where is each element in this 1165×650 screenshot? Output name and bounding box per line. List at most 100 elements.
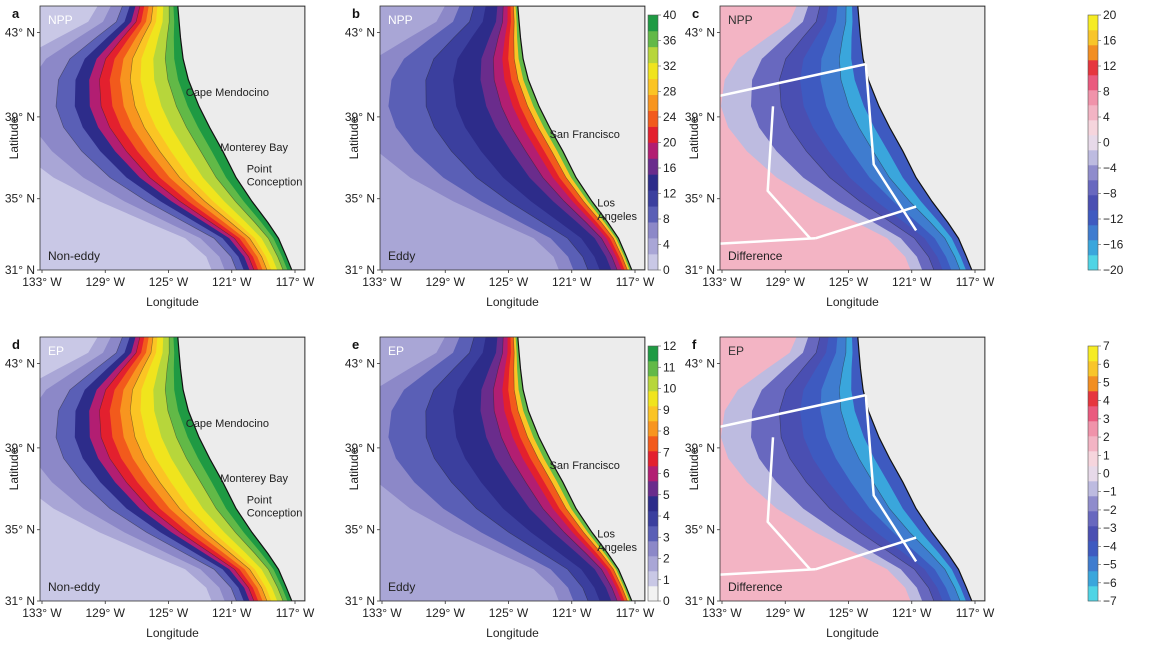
colorbar-swatch <box>1088 195 1098 211</box>
colorbar-swatch <box>1088 511 1098 527</box>
map-panel-d: d EP Non-eddy Cape Mendocino Monterey Bay Poi… <box>5 336 315 640</box>
y-axis-label: Latitude <box>687 447 701 490</box>
colorbar-swatch <box>648 481 658 497</box>
colorbar-swatch <box>648 62 658 80</box>
colorbar-tick-label: 5 <box>1103 375 1110 389</box>
lon-tick-label: 121° W <box>212 275 252 289</box>
colorbar-tick-label: 0 <box>663 594 670 608</box>
colorbar-tick-label: 4 <box>1103 394 1110 408</box>
colorbar-swatch <box>1088 391 1098 407</box>
colorbar-swatch <box>648 254 658 271</box>
colorbar-tick-label: 5 <box>663 488 670 502</box>
lon-tick-label: 129° W <box>86 275 126 289</box>
lon-tick-label: 133° W <box>362 606 402 620</box>
panel-letter: b <box>352 6 360 21</box>
colorbar-tick-label: 12 <box>1103 59 1117 73</box>
condition-label: Difference <box>728 249 783 263</box>
place-label: Point <box>247 494 272 506</box>
lat-tick-label: 39° N <box>345 441 375 455</box>
colorbar-tick-label: 0 <box>663 263 670 277</box>
colorbar-swatch <box>648 391 658 407</box>
lat-tick-label: 39° N <box>5 110 35 124</box>
lon-tick-label: 133° W <box>702 275 742 289</box>
colorbar-swatch <box>1088 225 1098 241</box>
colorbar-tick-label: −12 <box>1103 212 1124 226</box>
lon-tick-label: 129° W <box>426 606 466 620</box>
place-label: Monterey Bay <box>220 473 288 485</box>
colorbar-swatch <box>1088 556 1098 572</box>
colorbar-swatch <box>648 126 658 143</box>
colorbar-tick-label: 20 <box>1103 8 1117 22</box>
lon-tick-label: 125° W <box>149 275 189 289</box>
place-label: San Francisco <box>550 460 620 472</box>
colorbar-tick-label: 4 <box>663 238 670 252</box>
colorbar-tick-label: 6 <box>1103 357 1110 371</box>
region-boundary <box>720 62 867 98</box>
colorbar-tick-label: 2 <box>1103 430 1110 444</box>
map-frame <box>39 336 306 602</box>
colorbar-tick-label: −20 <box>1103 263 1124 277</box>
lat-tick-label: 35° N <box>345 523 375 537</box>
colorbar-swatch <box>1088 466 1098 482</box>
colorbar-tick-label: 3 <box>663 530 670 544</box>
lat-tick-label: 43° N <box>5 25 35 39</box>
lat-tick-label: 31° N <box>685 263 715 277</box>
colorbar-tick-label: −3 <box>1103 521 1117 535</box>
colorbar-swatch <box>648 346 658 362</box>
x-axis-label: Longitude <box>826 295 879 309</box>
colorbar-tick-label: 24 <box>663 110 677 124</box>
lat-tick-label: 43° N <box>345 25 375 39</box>
region-boundary <box>864 395 918 563</box>
colorbar-tick-label: 20 <box>663 136 677 150</box>
colorbar-tick-label: −6 <box>1103 576 1117 590</box>
colorbar-swatch <box>1088 15 1098 31</box>
variable-label: NPP <box>48 13 73 27</box>
colorbar-tick-label: 4 <box>1103 110 1110 124</box>
lon-tick-label: 129° W <box>766 606 806 620</box>
colorbar-tick-label: −16 <box>1103 238 1124 252</box>
colorbar-npp-diff: 20 16 12 8 4 0 −4 −8 −12 −16 −20 <box>1087 8 1124 277</box>
panel-letter: c <box>692 6 699 21</box>
x-axis-label: Longitude <box>146 626 199 640</box>
lat-tick-label: 39° N <box>345 110 375 124</box>
colorbar-swatch <box>648 556 658 572</box>
colorbar-swatch <box>1088 120 1098 136</box>
x-axis-label: Longitude <box>486 295 539 309</box>
colorbar-swatch <box>1088 75 1098 91</box>
colorbar-swatch <box>1088 135 1098 151</box>
place-label: Point <box>247 163 272 175</box>
colorbar-tick-label: 4 <box>663 509 670 523</box>
colorbar-tick-label: 28 <box>663 85 677 99</box>
y-axis-label: Latitude <box>347 447 361 490</box>
colorbar-swatch <box>648 46 658 64</box>
colorbar-swatch <box>1088 421 1098 437</box>
place-label: Los <box>597 198 615 210</box>
condition-label: Eddy <box>388 580 415 594</box>
colorbar-swatch <box>648 436 658 452</box>
lat-tick-label: 39° N <box>685 441 715 455</box>
colorbar-swatch <box>648 174 658 191</box>
place-label: Cape Mendocino <box>186 87 269 99</box>
lat-tick-label: 35° N <box>5 192 35 206</box>
lat-tick-label: 43° N <box>685 356 715 370</box>
land-mass <box>177 6 305 270</box>
region-boundary <box>766 437 812 571</box>
lat-tick-label: 35° N <box>345 192 375 206</box>
land-mass <box>857 6 985 270</box>
colorbar-swatch <box>1088 361 1098 377</box>
panel-letter: d <box>12 337 20 352</box>
lon-tick-label: 117° W <box>956 606 995 620</box>
colorbar-swatch <box>1088 210 1098 226</box>
lat-tick-label: 43° N <box>345 356 375 370</box>
variable-label: EP <box>728 344 744 358</box>
colorbar-swatch <box>648 541 658 557</box>
colorbar-tick-label: 11 <box>663 360 676 374</box>
colorbar-tick-label: −4 <box>1103 161 1117 175</box>
colorbar-tick-label: −8 <box>1103 187 1117 201</box>
lon-tick-label: 117° W <box>616 275 655 289</box>
